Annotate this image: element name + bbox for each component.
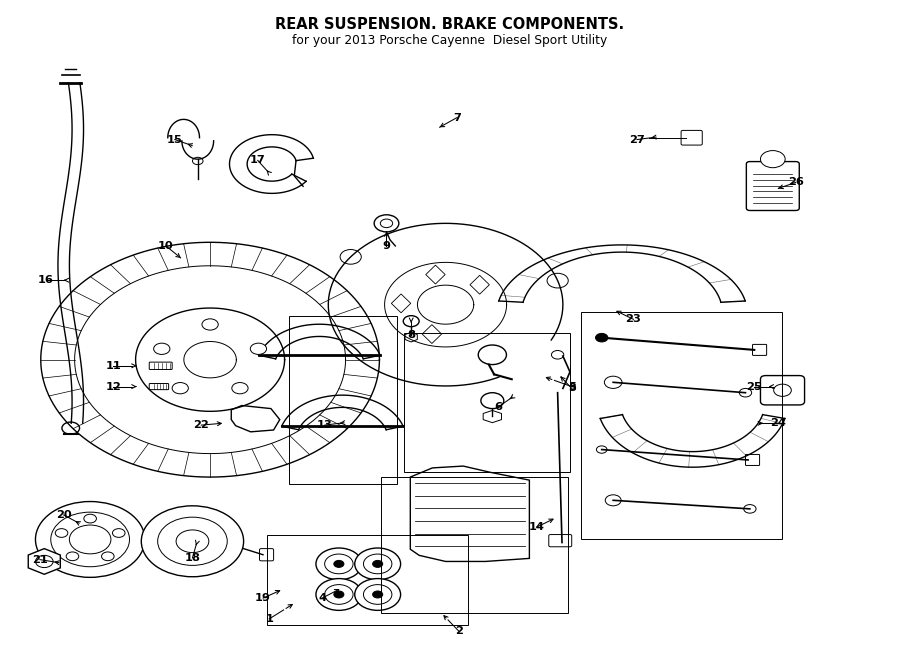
- Circle shape: [35, 502, 145, 577]
- Circle shape: [325, 554, 353, 574]
- Text: 1: 1: [266, 614, 273, 624]
- Text: 10: 10: [158, 241, 174, 251]
- Circle shape: [340, 249, 361, 264]
- Circle shape: [743, 504, 756, 513]
- Text: 6: 6: [494, 402, 502, 412]
- Text: 25: 25: [746, 381, 762, 391]
- Circle shape: [232, 383, 248, 394]
- Bar: [580, 312, 781, 539]
- Text: REAR SUSPENSION. BRAKE COMPONENTS.: REAR SUSPENSION. BRAKE COMPONENTS.: [275, 17, 625, 32]
- Circle shape: [69, 525, 111, 554]
- Circle shape: [84, 514, 96, 523]
- Circle shape: [35, 555, 53, 568]
- Circle shape: [373, 591, 382, 598]
- Polygon shape: [231, 406, 280, 432]
- Text: 11: 11: [105, 361, 121, 371]
- Circle shape: [605, 495, 621, 506]
- Circle shape: [141, 506, 244, 577]
- Circle shape: [373, 561, 382, 567]
- Circle shape: [316, 548, 362, 580]
- FancyBboxPatch shape: [549, 535, 572, 547]
- Text: 12: 12: [105, 381, 121, 391]
- Text: 3: 3: [568, 383, 576, 393]
- Circle shape: [552, 350, 563, 359]
- Circle shape: [364, 554, 392, 574]
- Circle shape: [202, 319, 218, 330]
- Circle shape: [774, 384, 791, 397]
- Circle shape: [364, 584, 392, 604]
- Circle shape: [102, 552, 114, 561]
- FancyBboxPatch shape: [149, 383, 168, 389]
- Circle shape: [112, 529, 125, 537]
- Text: 8: 8: [407, 330, 415, 340]
- Circle shape: [547, 273, 568, 288]
- Circle shape: [374, 215, 399, 232]
- Circle shape: [250, 343, 266, 354]
- Polygon shape: [483, 410, 501, 422]
- Text: 5: 5: [568, 381, 576, 391]
- Polygon shape: [422, 325, 442, 344]
- Text: 27: 27: [629, 135, 645, 145]
- Text: for your 2013 Porsche Cayenne  Diesel Sport Utility: for your 2013 Porsche Cayenne Diesel Spo…: [292, 34, 608, 48]
- Polygon shape: [410, 466, 529, 561]
- FancyBboxPatch shape: [746, 161, 799, 210]
- Text: 7: 7: [453, 112, 461, 122]
- Polygon shape: [28, 549, 60, 574]
- Text: 20: 20: [56, 510, 72, 520]
- Circle shape: [50, 512, 130, 566]
- Circle shape: [403, 316, 419, 327]
- Circle shape: [334, 561, 344, 567]
- Text: 22: 22: [194, 420, 209, 430]
- Circle shape: [355, 578, 400, 610]
- Circle shape: [316, 578, 362, 610]
- Bar: [290, 316, 397, 485]
- Circle shape: [597, 446, 607, 453]
- FancyBboxPatch shape: [745, 455, 760, 465]
- Polygon shape: [470, 276, 490, 294]
- Circle shape: [381, 219, 392, 227]
- Text: 19: 19: [255, 593, 271, 603]
- FancyBboxPatch shape: [681, 130, 702, 145]
- Circle shape: [478, 345, 507, 365]
- Circle shape: [67, 552, 79, 561]
- Circle shape: [481, 393, 504, 408]
- Text: 21: 21: [32, 555, 48, 564]
- Polygon shape: [405, 332, 418, 342]
- Circle shape: [760, 151, 785, 168]
- Bar: [382, 477, 568, 613]
- Bar: [404, 332, 570, 472]
- Circle shape: [55, 529, 68, 537]
- Text: 23: 23: [626, 315, 642, 325]
- Polygon shape: [392, 294, 410, 313]
- Text: 9: 9: [382, 241, 391, 251]
- Polygon shape: [426, 265, 446, 284]
- Circle shape: [739, 389, 752, 397]
- Text: 26: 26: [788, 177, 804, 187]
- Bar: [266, 535, 468, 625]
- Circle shape: [158, 517, 227, 565]
- Text: 15: 15: [166, 135, 183, 145]
- Circle shape: [172, 383, 188, 394]
- Circle shape: [325, 584, 353, 604]
- Text: 2: 2: [454, 626, 463, 636]
- FancyBboxPatch shape: [259, 549, 274, 561]
- Text: 13: 13: [317, 420, 333, 430]
- Circle shape: [176, 530, 209, 553]
- Text: 18: 18: [184, 553, 201, 563]
- Circle shape: [62, 422, 79, 434]
- Text: 4: 4: [318, 593, 326, 603]
- FancyBboxPatch shape: [752, 344, 767, 356]
- FancyBboxPatch shape: [149, 362, 172, 369]
- Circle shape: [334, 591, 344, 598]
- Text: 14: 14: [528, 522, 544, 532]
- Circle shape: [154, 343, 170, 354]
- Text: 16: 16: [38, 275, 54, 285]
- Circle shape: [604, 376, 622, 389]
- Text: 24: 24: [770, 418, 786, 428]
- FancyBboxPatch shape: [760, 375, 805, 405]
- Circle shape: [355, 548, 400, 580]
- Text: 17: 17: [250, 155, 266, 165]
- Circle shape: [193, 157, 203, 165]
- Circle shape: [596, 333, 608, 342]
